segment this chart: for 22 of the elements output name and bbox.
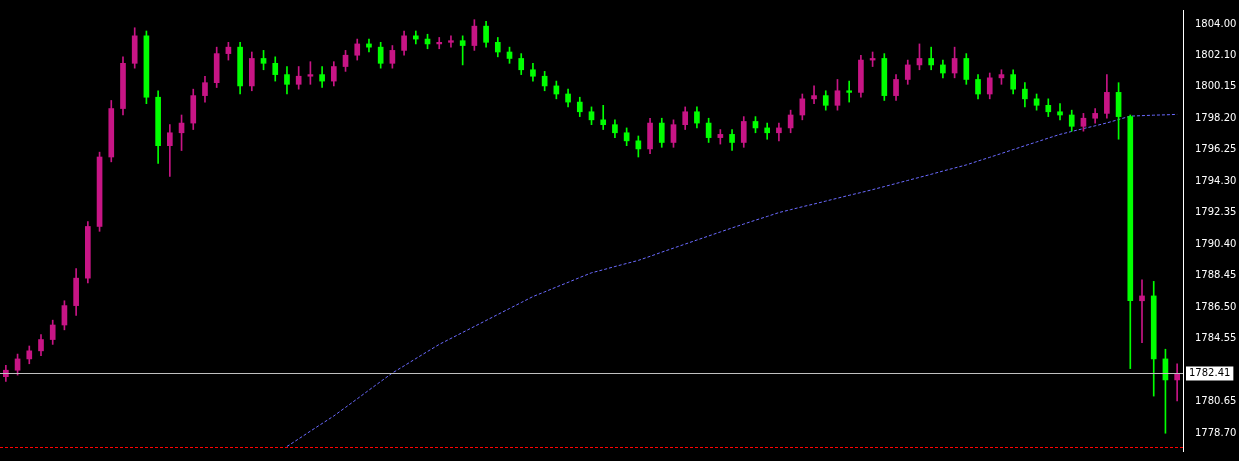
- candlestick: [1057, 103, 1063, 121]
- y-tick-label: 1778.70: [1195, 426, 1237, 438]
- y-tick-label: 1796.25: [1195, 143, 1237, 155]
- candlestick: [600, 104, 607, 130]
- y-tick-label: 1788.45: [1195, 269, 1237, 281]
- candlestick: [436, 37, 443, 50]
- y-tick-label: 1784.55: [1195, 332, 1237, 344]
- candlestick: [811, 85, 817, 105]
- y-tick-label: 1802.10: [1195, 48, 1237, 60]
- y-tick-label: 1794.30: [1195, 174, 1237, 186]
- y-tick-label: 1780.65: [1195, 395, 1237, 407]
- y-tick-label: 1790.40: [1195, 237, 1237, 249]
- candlestick: [1139, 279, 1145, 344]
- y-tick-label: 1798.20: [1195, 111, 1237, 123]
- y-tick-label: 1792.35: [1195, 206, 1237, 218]
- y-tick-label: 1800.15: [1195, 80, 1237, 92]
- line-series: [286, 113, 1178, 447]
- candlestick: [167, 124, 173, 177]
- candlestick: [846, 80, 853, 103]
- ref-line-label: 1782.41: [1189, 367, 1231, 379]
- y-tick-label: 1786.50: [1195, 300, 1237, 312]
- y-tick-label: 1804.00: [1195, 18, 1237, 30]
